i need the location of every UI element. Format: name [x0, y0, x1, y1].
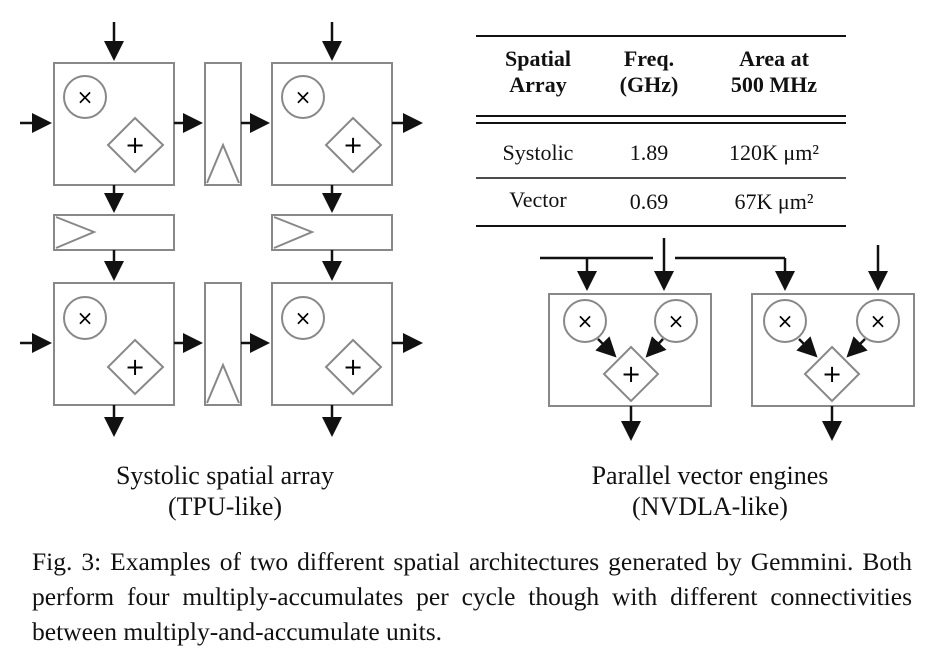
multiply-icon: ×: [77, 306, 94, 330]
adder-unit: +: [106, 116, 165, 174]
register-triangle-icon: [206, 362, 240, 404]
multiply-icon: ×: [577, 309, 594, 333]
table-cell-array: Systolic: [502, 140, 574, 165]
register-triangle-icon: [55, 216, 97, 249]
multiplier-unit: ×: [856, 299, 900, 343]
multiplier-unit: ×: [281, 296, 325, 340]
arrow: [796, 336, 818, 358]
vector-subtitle: (NVDLA-like): [632, 492, 788, 521]
table-header-freq: Freq. (GHz): [619, 46, 679, 97]
multiply-icon: ×: [295, 306, 312, 330]
arrow: [645, 336, 667, 358]
adder-unit: +: [324, 116, 383, 174]
vector-title: Parallel vector engines: [591, 461, 829, 490]
multiplier-unit: ×: [281, 75, 325, 119]
multiply-icon: ×: [870, 309, 887, 333]
pipeline-register: [204, 62, 242, 186]
table-cell-freq: 0.69: [629, 189, 669, 214]
architecture-diagram: × + × + × + × +: [20, 22, 915, 441]
vector-engines: × × + × × +: [540, 238, 915, 441]
systolic-array: × + × + × + × +: [20, 22, 423, 437]
register-triangle-icon: [273, 216, 315, 249]
systolic-subtitle: (TPU-like): [167, 492, 283, 521]
register-triangle-icon: [206, 142, 240, 184]
multiply-icon: ×: [295, 85, 312, 109]
table-cell-area: 120K μm²: [729, 140, 819, 165]
add-icon: +: [822, 360, 842, 388]
pipeline-register: [53, 214, 175, 251]
vector-label: Parallel vector engines (NVDLA-like): [540, 460, 880, 522]
add-icon: +: [343, 353, 363, 381]
multiply-icon: ×: [777, 309, 794, 333]
multiplier-unit: ×: [654, 299, 698, 343]
systolic-title: Systolic spatial array: [115, 461, 335, 490]
add-icon: +: [125, 353, 145, 381]
table-cell-area: 67K μm²: [734, 189, 814, 214]
arrow: [846, 336, 868, 358]
multiplier-unit: ×: [763, 299, 807, 343]
add-icon: +: [343, 131, 363, 159]
arrow: [595, 336, 617, 358]
figure-caption: Fig. 3: Examples of two different spatia…: [32, 547, 912, 646]
adder-unit: +: [602, 345, 660, 403]
table-rules: [476, 35, 846, 227]
table-header-array: Spatial Array: [504, 46, 572, 97]
multiply-icon: ×: [77, 85, 94, 109]
multiplier-unit: ×: [563, 299, 607, 343]
adder-unit: +: [803, 345, 861, 403]
table-header-area: Area at 500 MHz: [730, 46, 818, 97]
multiply-icon: ×: [668, 309, 685, 333]
adder-unit: +: [324, 338, 383, 396]
pipeline-register: [204, 282, 242, 406]
adder-unit: +: [106, 338, 165, 396]
add-icon: +: [621, 360, 641, 388]
multiplier-unit: ×: [63, 75, 107, 119]
systolic-label: Systolic spatial array (TPU-like): [60, 460, 390, 522]
table-cell-freq: 1.89: [629, 140, 669, 165]
add-icon: +: [125, 131, 145, 159]
pipeline-register: [271, 214, 393, 251]
multiplier-unit: ×: [63, 296, 107, 340]
table-cell-array: Vector: [509, 187, 567, 212]
